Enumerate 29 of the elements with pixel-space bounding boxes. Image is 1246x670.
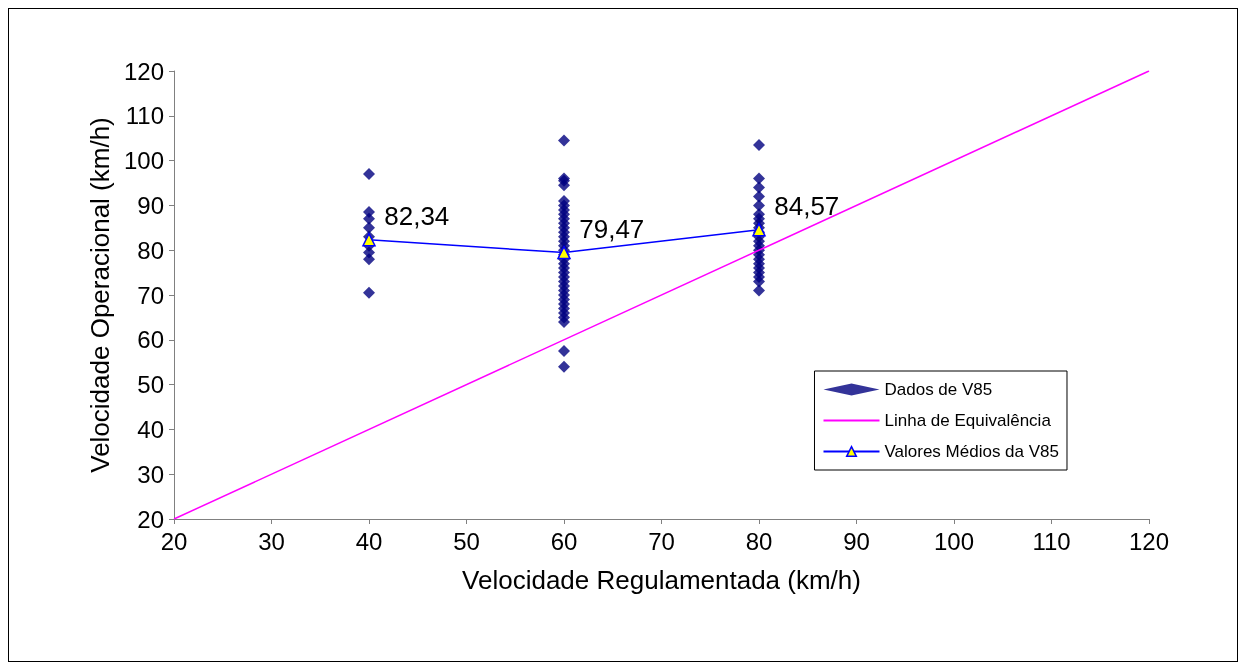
- x-tick-label: 110: [1032, 527, 1071, 555]
- y-tick-label: 100: [123, 147, 164, 175]
- data-label: 82,34: [384, 200, 450, 231]
- y-tick-label: 60: [137, 326, 164, 354]
- data-label: 84,57: [774, 190, 840, 221]
- x-tick-label: 80: [745, 527, 773, 555]
- x-tick-label: 30: [258, 527, 285, 555]
- y-tick-label: 50: [137, 371, 164, 399]
- x-tick-label: 60: [550, 527, 578, 555]
- x-tick-label: 50: [453, 527, 480, 555]
- x-tick-label: 70: [648, 527, 675, 555]
- y-axis-title: Velocidade Operacional (km/h): [85, 117, 116, 473]
- y-tick-label: 70: [137, 281, 164, 309]
- y-tick-label: 40: [137, 415, 164, 443]
- x-axis-title: Velocidade Regulamentada (km/h): [462, 565, 861, 595]
- y-tick-label: 80: [137, 236, 164, 264]
- legend-label: Dados de V85: [884, 380, 993, 399]
- y-tick-label: 110: [125, 102, 164, 130]
- x-tick-label: 40: [355, 527, 383, 555]
- legend-label: Valores Médios da V85: [884, 442, 1060, 461]
- legend-label: Linha de Equivalência: [884, 411, 1052, 430]
- point: [362, 232, 376, 247]
- y-tick-label: 90: [137, 191, 164, 219]
- x-tick-label: 120: [1128, 527, 1170, 555]
- x-tick-label: 100: [933, 527, 975, 555]
- x-tick-label: 90: [843, 527, 870, 555]
- data-label: 79,47: [579, 213, 645, 244]
- y-tick-label: 30: [137, 460, 164, 488]
- y-tick-label: 120: [123, 57, 164, 85]
